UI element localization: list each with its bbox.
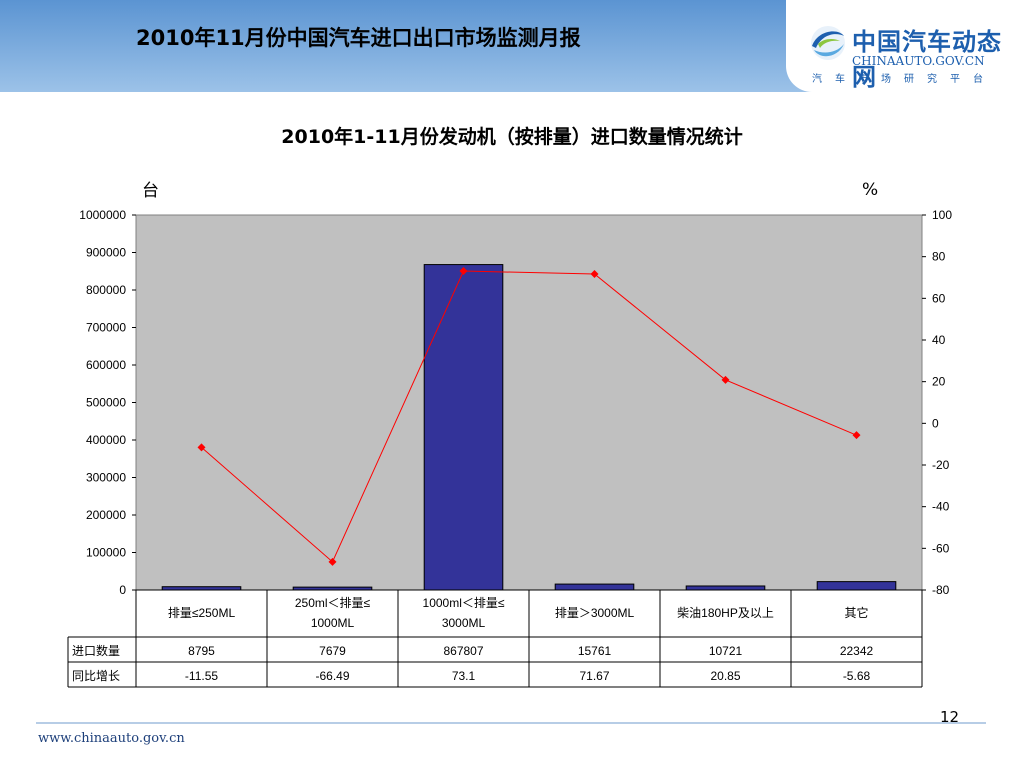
category-label: 1000ML [311,616,355,630]
table-cell: -11.55 [185,669,218,683]
table-row-label: 同比增长 [72,669,120,683]
page-title: 2010年11月份中国汽车进口出口市场监测月报 [136,26,581,50]
y2-tick-label: -40 [932,500,950,514]
table-cell: 867807 [443,644,483,658]
category-label: 排量≤250ML [168,606,236,620]
bar [554,583,635,591]
y2-tick-label: -20 [932,458,950,472]
y2-tick-label: 40 [932,333,946,347]
table-cell: -5.68 [843,669,871,683]
category-label: 其它 [844,605,868,620]
logo-text-en: CHINAAUTO.GOV.CN [852,54,985,68]
footer-divider [36,722,986,724]
y-tick-label: 100000 [86,546,126,560]
line-marker [721,375,730,384]
y-tick-label: 700000 [86,321,126,335]
category-label: 1000ml＜排量≤ [423,596,505,610]
growth-line [201,270,857,563]
y-tick-label: 900000 [86,246,126,260]
logo-swirl-icon [811,26,845,60]
bar [816,581,897,591]
line-marker [459,267,468,276]
y2-tick-label: 100 [932,208,952,222]
y2-tick-label: 80 [932,250,946,264]
line-marker [590,270,599,279]
category-label: 3000ML [442,616,486,630]
table-cell: 22342 [840,644,874,658]
y-tick-label: 400000 [86,433,126,447]
logo-subtitle: 汽车市场研究平台 [812,74,996,85]
table-cell: 8795 [188,644,215,658]
table-cell: -66.49 [315,669,349,683]
y-tick-label: 300000 [86,471,126,485]
category-label: 250ml＜排量≤ [295,596,371,610]
line-marker [852,431,861,440]
page-number: 12 [940,708,960,726]
y-tick-label: 1000000 [79,208,126,222]
right-axis-unit: % [862,180,879,200]
y2-tick-label: 20 [932,375,946,389]
bar [423,264,504,591]
chart-title: 2010年1-11月份发动机（按排量）进口数量情况统计 [281,126,743,148]
y-tick-label: 800000 [86,283,126,297]
bar [685,585,766,591]
category-label: 排量＞3000ML [555,606,635,620]
y-tick-label: 600000 [86,358,126,372]
plot-area [135,214,923,591]
table-row-label: 进口数量 [72,643,120,658]
y-tick-label: 500000 [86,396,126,410]
y2-tick-label: 0 [932,416,939,430]
left-axis-unit: 台 [142,181,159,201]
table-cell: 20.85 [710,669,740,683]
table-cell: 7679 [319,644,346,658]
footer-url: www.chinaauto.gov.cn [38,731,185,746]
category-label: 柴油180HP及以上 [677,606,774,620]
y-tick-label: 200000 [86,508,126,522]
line-marker [328,557,337,566]
y2-tick-label: 60 [932,291,946,305]
table-cell: 15761 [578,644,612,658]
table-cell: 71.67 [579,669,609,683]
table-cell: 10721 [709,644,743,658]
y2-tick-label: -80 [932,583,950,597]
table-cell: 73.1 [452,669,476,683]
y-tick-label: 0 [119,583,126,597]
y2-tick-label: -60 [932,541,950,555]
line-marker [197,443,206,452]
logo-text-cn: 中国汽车动态网 [852,28,1002,91]
